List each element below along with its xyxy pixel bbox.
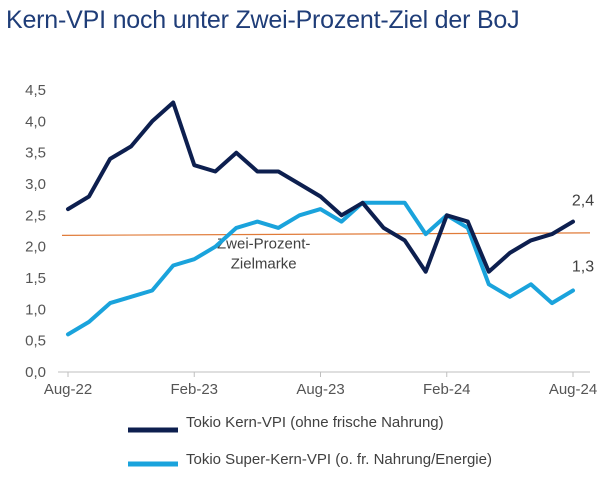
legend: Tokio Kern-VPI (ohne frische Nahrung) To… — [128, 414, 492, 468]
y-tick-label: 4,5 — [25, 82, 46, 99]
y-axis-ticks: 0,0 0,5 1,0 1,5 2,0 2,5 3,0 3,5 4,0 4,5 — [25, 82, 46, 381]
chart-title: Kern-VPI noch unter Zwei-Prozent-Ziel de… — [6, 6, 520, 34]
y-tick-label: 2,5 — [25, 207, 46, 224]
x-tick-label: Feb-24 — [423, 381, 471, 398]
series-line-kern — [66, 100, 575, 274]
y-tick-label: 0,0 — [25, 364, 46, 381]
reference-line — [61, 232, 591, 236]
series-group — [66, 100, 575, 337]
x-tick-label: Aug-23 — [296, 381, 344, 398]
y-tick-label: 1,5 — [25, 270, 46, 287]
legend-label-super-kern: Tokio Super-Kern-VPI (o. fr. Nahrung/Ene… — [186, 451, 492, 468]
x-tick-label: Aug-24 — [549, 381, 597, 398]
y-tick-label: 3,0 — [25, 176, 46, 193]
reference-line-label: Zwei-Prozent- — [217, 236, 310, 253]
y-tick-label: 1,0 — [25, 301, 46, 318]
series-line-super-kern — [66, 200, 575, 337]
y-tick-label: 3,5 — [25, 145, 46, 162]
x-tick-label: Feb-23 — [170, 381, 218, 398]
legend-label-kern: Tokio Kern-VPI (ohne frische Nahrung) — [186, 414, 444, 431]
x-axis-ticks: Aug-22 Feb-23 Aug-23 Feb-24 Aug-24 — [44, 372, 597, 398]
reference-line-label: Zielmarke — [231, 256, 297, 273]
series-end-label-kern: 2,4 — [572, 193, 594, 210]
series-end-label-super-kern: 1,3 — [572, 259, 594, 276]
y-tick-label: 0,5 — [25, 333, 46, 350]
y-tick-label: 4,0 — [25, 113, 46, 130]
y-tick-label: 2,0 — [25, 239, 46, 256]
x-tick-label: Aug-22 — [44, 381, 92, 398]
